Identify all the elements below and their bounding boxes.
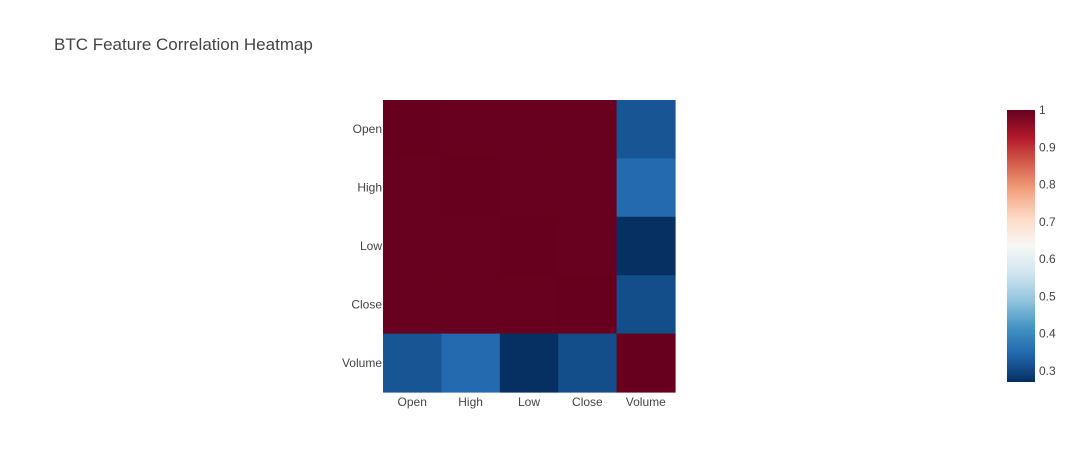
- heatmap-cell-open-high: [441, 100, 501, 159]
- heatmap-cell-low-close: [558, 216, 618, 276]
- y-tick-label: Close: [351, 297, 382, 311]
- x-tick-label: Volume: [626, 395, 666, 409]
- y-tick-label: Volume: [342, 356, 382, 370]
- colorbar-tick-label: 0.4: [1039, 327, 1056, 341]
- heatmap-cell-open-volume: [616, 100, 676, 159]
- heatmap-cell-low-low: [499, 216, 559, 276]
- x-tick-label: Low: [518, 395, 540, 409]
- y-tick-label: Open: [353, 122, 382, 136]
- heatmap-cell-high-low: [499, 158, 559, 218]
- colorbar-tick-label: 0.7: [1039, 215, 1056, 229]
- heatmap-cell-low-high: [441, 216, 501, 276]
- colorbar: 1 0.9 0.8 0.7 0.6 0.5 0.4 0.3: [1007, 103, 1056, 382]
- y-tick-label: High: [357, 181, 382, 195]
- heatmap-cell-volume-close: [558, 333, 618, 393]
- heatmap-cell-close-open: [383, 275, 442, 335]
- x-tick-label: Open: [398, 395, 427, 409]
- heatmap-cell-high-volume: [616, 158, 676, 218]
- heatmap-cell-close-close: [558, 275, 618, 335]
- heatmap-cell-volume-low: [499, 333, 559, 393]
- y-axis-ticks: Open High Low Close Volume: [342, 122, 382, 370]
- heatmap-cell-volume-high: [441, 333, 501, 393]
- heatmap-cell-high-high: [441, 158, 501, 218]
- heatmap-cell-volume-open: [383, 333, 442, 393]
- chart-title: BTC Feature Correlation Heatmap: [54, 35, 313, 54]
- colorbar-gradient: [1007, 110, 1035, 382]
- colorbar-tick-label: 0.3: [1039, 364, 1056, 378]
- heatmap-cell-high-open: [383, 158, 442, 218]
- colorbar-tick-label: 0.6: [1039, 252, 1056, 266]
- colorbar-ticks: 1 0.9 0.8 0.7 0.6 0.5 0.4 0.3: [1039, 103, 1056, 378]
- heatmap-cell-high-close: [558, 158, 618, 218]
- heatmap-cell-open-open: [383, 100, 442, 159]
- colorbar-tick-label: 0.9: [1039, 140, 1056, 154]
- heatmap-cells: [383, 100, 676, 393]
- colorbar-tick-label: 0.5: [1039, 289, 1056, 303]
- heatmap-cell-low-volume: [616, 216, 676, 276]
- x-axis-ticks: Open High Low Close Volume: [398, 395, 667, 409]
- colorbar-tick-label: 1: [1039, 103, 1046, 117]
- colorbar-tick-label: 0.8: [1039, 178, 1056, 192]
- y-tick-label: Low: [360, 239, 382, 253]
- heatmap-cell-volume-volume: [616, 333, 676, 393]
- heatmap-cell-open-close: [558, 100, 618, 159]
- heatmap-cell-open-low: [499, 100, 559, 159]
- heatmap-cell-close-low: [499, 275, 559, 335]
- x-tick-label: Close: [572, 395, 603, 409]
- x-tick-label: High: [458, 395, 483, 409]
- heatmap-cell-close-high: [441, 275, 501, 335]
- heatmap-cell-low-open: [383, 216, 442, 276]
- heatmap-cell-close-volume: [616, 275, 676, 335]
